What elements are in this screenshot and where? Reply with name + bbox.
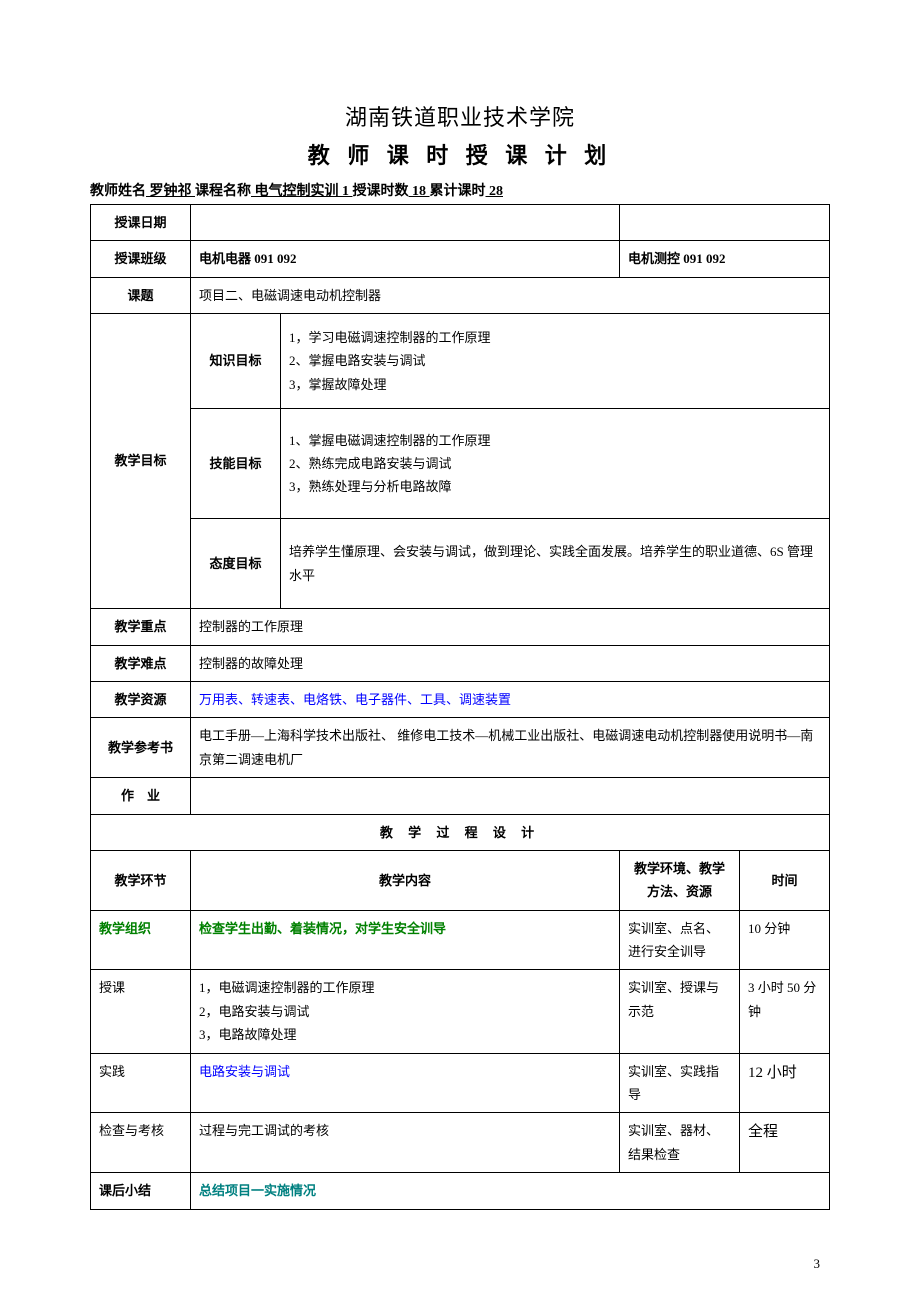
time-3: 全程 (740, 1113, 830, 1173)
course-name: 电气控制实训 1 (251, 184, 353, 199)
content-3: 过程与完工调试的考核 (191, 1113, 620, 1173)
header-line: 教师姓名 罗钟祁 课程名称 电气控制实训 1 授课时数 18 累计课时 28 (90, 180, 830, 200)
label-skill: 技能目标 (191, 409, 281, 519)
label-difficulty: 教学难点 (91, 645, 191, 681)
focus-value: 控制器的工作原理 (191, 609, 830, 645)
env-3: 实训室、器材、结果检查 (620, 1113, 740, 1173)
school-title: 湖南铁道职业技术学院 (90, 100, 830, 132)
homework-value (191, 778, 830, 814)
label-env: 教学环境、教学方法、资源 (620, 850, 740, 910)
skill-value: 1、掌握电磁调速控制器的工作原理2、熟练完成电路安装与调试3，熟练处理与分析电路… (281, 409, 830, 519)
content-1: 1，电磁调速控制器的工作原理2，电路安装与调试3，电路故障处理 (191, 970, 620, 1053)
env-0: 实训室、点名、进行安全训导 (620, 910, 740, 970)
reference-value: 电工手册—上海科学技术出版社、 维修电工技术—机械工业出版社、电磁调速电动机控制… (191, 718, 830, 778)
label-class: 授课班级 (91, 241, 191, 277)
label-time: 时间 (740, 850, 830, 910)
label-homework: 作 业 (91, 778, 191, 814)
label-hours: 授课时数 (353, 184, 409, 199)
process-title: 教 学 过 程 设 计 (91, 814, 830, 850)
env-2: 实训室、实践指导 (620, 1053, 740, 1113)
topic-value: 项目二、电磁调速电动机控制器 (191, 277, 830, 313)
time-2: 12 小时 (740, 1053, 830, 1113)
label-reference: 教学参考书 (91, 718, 191, 778)
time-0: 10 分钟 (740, 910, 830, 970)
label-attitude: 态度目标 (191, 519, 281, 609)
env-1: 实训室、授课与示范 (620, 970, 740, 1053)
label-content: 教学内容 (191, 850, 620, 910)
label-total: 累计课时 (430, 184, 486, 199)
date-cell-1 (191, 205, 620, 241)
label-date: 授课日期 (91, 205, 191, 241)
label-teacher: 教师姓名 (90, 184, 146, 199)
label-course: 课程名称 (195, 184, 251, 199)
content-0: 检查学生出勤、着装情况，对学生安全训导 (191, 910, 620, 970)
resource-value: 万用表、转速表、电烙铁、电子器件、工具、调速装置 (191, 681, 830, 717)
stage-0: 教学组织 (91, 910, 191, 970)
class-1: 电机电器 091 092 (191, 241, 620, 277)
date-cell-2 (620, 205, 830, 241)
label-stage: 教学环节 (91, 850, 191, 910)
label-focus: 教学重点 (91, 609, 191, 645)
label-knowledge: 知识目标 (191, 314, 281, 409)
total-value: 28 (486, 184, 504, 199)
difficulty-value: 控制器的故障处理 (191, 645, 830, 681)
doc-title: 教 师 课 时 授 课 计 划 (90, 138, 830, 170)
plan-table: 授课日期 授课班级 电机电器 091 092 电机测控 091 092 课题 项… (90, 204, 830, 1210)
teacher-name: 罗钟祁 (146, 184, 195, 199)
stage-1: 授课 (91, 970, 191, 1053)
label-resource: 教学资源 (91, 681, 191, 717)
page-number: 3 (814, 1256, 821, 1272)
stage-3: 检查与考核 (91, 1113, 191, 1173)
label-summary: 课后小结 (91, 1173, 191, 1209)
label-topic: 课题 (91, 277, 191, 313)
content-2: 电路安装与调试 (191, 1053, 620, 1113)
time-1: 3 小时 50 分钟 (740, 970, 830, 1053)
class-2: 电机测控 091 092 (620, 241, 830, 277)
knowledge-value: 1，学习电磁调速控制器的工作原理2、掌握电路安装与调试3，掌握故障处理 (281, 314, 830, 409)
summary-value: 总结项目一实施情况 (191, 1173, 830, 1209)
stage-2: 实践 (91, 1053, 191, 1113)
attitude-value: 培养学生懂原理、会安装与调试，做到理论、实践全面发展。培养学生的职业道德、6S … (281, 519, 830, 609)
hours-value: 18 (409, 184, 430, 199)
label-goal: 教学目标 (91, 314, 191, 609)
